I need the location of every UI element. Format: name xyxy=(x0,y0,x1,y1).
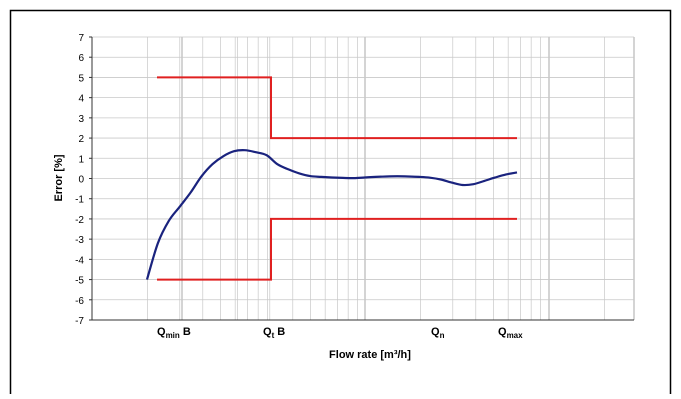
y-tick-label: -4 xyxy=(75,255,84,266)
y-tick-label: -1 xyxy=(75,195,84,206)
y-tick-label: -6 xyxy=(75,296,84,307)
x-marker-label: Qmax xyxy=(498,326,523,340)
x-marker-label: Qt B xyxy=(263,326,285,340)
series xyxy=(145,76,518,281)
y-tick-labels: 7 6 5 4 3 2 1 0 -1 -2 -3 -4 -5 -6 -7 xyxy=(75,33,92,327)
error-curve-line xyxy=(145,149,518,280)
y-tick-label: 3 xyxy=(78,114,84,125)
y-tick-label: 6 xyxy=(78,53,84,64)
y-tick-label: -7 xyxy=(75,316,84,327)
x-marker-label: Qmin B xyxy=(157,326,191,340)
x-axis-label: Flow rate [m³/h] xyxy=(329,349,411,361)
y-tick-label: 5 xyxy=(78,73,84,84)
y-tick-label: 2 xyxy=(78,134,84,145)
y-tick-label: -3 xyxy=(75,235,84,246)
mpe-lower-line xyxy=(157,217,517,281)
y-tick-label: 7 xyxy=(78,33,84,44)
outer-border xyxy=(9,9,672,397)
x-marker-label: Qn xyxy=(431,326,445,340)
y-tick-label: 0 xyxy=(78,175,84,186)
y-tick-label: -5 xyxy=(75,276,84,287)
y-tick-label: -2 xyxy=(75,215,84,226)
y-tick-label: 4 xyxy=(78,94,84,105)
x-marker-labels: Qmin B Qt B Qn Qmax xyxy=(157,326,523,340)
y-tick-label: 1 xyxy=(78,154,84,165)
mpe-upper-line xyxy=(157,76,517,140)
y-axis-label: Error [%] xyxy=(53,154,65,201)
